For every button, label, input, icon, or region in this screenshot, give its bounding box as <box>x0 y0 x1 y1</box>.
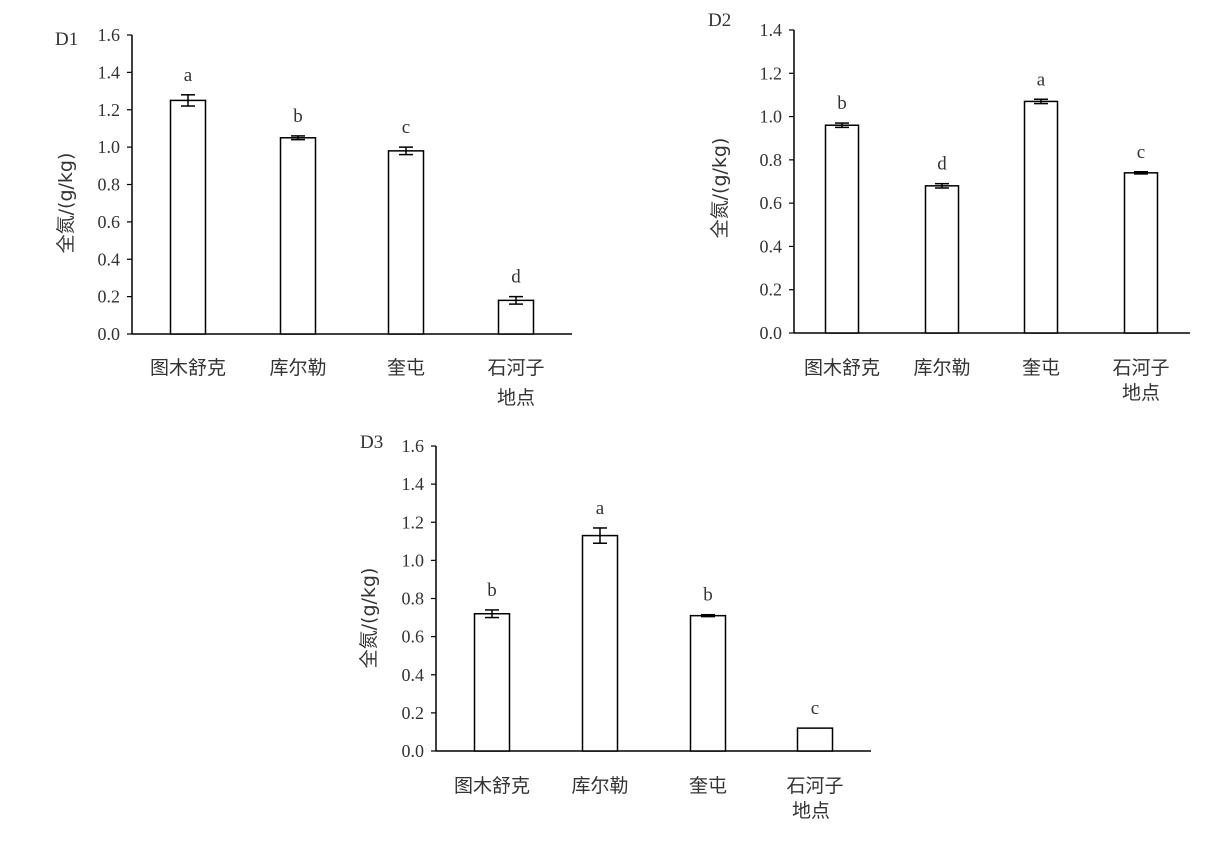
y-tick-label: 0.8 <box>760 150 783 170</box>
x-axis-label: 地点 <box>1122 382 1160 404</box>
y-tick-label: 0.6 <box>760 193 783 213</box>
x-tick-label: 库尔勒 <box>913 357 970 379</box>
plot-area: 0.0 0.2 0.4 0.6 0.8 1.0 1.2 1.4 b 图木舒克 d 库尔勒 a 奎屯 c 石河子 <box>760 20 1190 379</box>
y-tick-label: 0.0 <box>760 323 783 343</box>
y-tick-label: 1.0 <box>760 107 783 127</box>
y-tick-label: 0.2 <box>98 287 121 307</box>
bar <box>924 185 960 334</box>
x-tick-label: 图木舒克 <box>150 357 226 379</box>
bar <box>169 99 207 335</box>
bar <box>387 150 425 335</box>
bar <box>1023 100 1059 334</box>
y-tick-label: 0.0 <box>98 324 121 344</box>
significance-label: d <box>937 154 947 175</box>
bar <box>473 613 511 752</box>
y-tick-label: 0.2 <box>402 703 425 723</box>
significance-label: b <box>487 580 497 601</box>
y-tick-label: 1.2 <box>760 63 783 83</box>
y-axis-label: 全氮/(g/kg) <box>55 153 77 254</box>
significance-label: b <box>293 106 303 127</box>
significance-label: c <box>1137 142 1145 163</box>
x-tick-label: 石河子 <box>1112 357 1169 379</box>
y-tick-label: 1.0 <box>402 550 425 570</box>
bar <box>497 299 535 335</box>
x-axis-label: 地点 <box>497 387 535 409</box>
panel-d3: D3 全氮/(g/kg) 地点 0.0 0.2 0.4 0.6 0.8 1.0 1.2 1.4… <box>358 432 871 822</box>
significance-label: a <box>1037 69 1046 90</box>
x-tick-label: 图木舒克 <box>804 357 880 379</box>
panel-label: D3 <box>360 432 383 453</box>
x-tick-label: 奎屯 <box>689 775 727 797</box>
y-tick-label: 1.4 <box>402 474 425 494</box>
x-tick-label: 图木舒克 <box>454 775 530 797</box>
bar <box>796 727 834 752</box>
significance-label: a <box>596 498 605 519</box>
y-tick-label: 0.0 <box>402 741 425 761</box>
x-axis-label: 地点 <box>792 800 830 822</box>
x-tick-label: 石河子 <box>786 775 843 797</box>
y-tick-label: 0.8 <box>402 589 425 609</box>
panel-d2: D2 全氮/(g/kg) 地点 0.0 0.2 0.4 0.6 0.8 1.0 1.2 1.4… <box>708 10 1190 404</box>
panel-d1: D1 全氮/(g/kg) 地点 0.0 0.2 0.4 0.6 0.8 1.0 1.2 1.4… <box>55 25 572 409</box>
bar <box>581 534 619 752</box>
y-tick-label: 0.6 <box>402 627 425 647</box>
significance-label: c <box>402 117 410 138</box>
y-tick-label: 1.4 <box>98 62 121 82</box>
plot-area: 0.0 0.2 0.4 0.6 0.8 1.0 1.2 1.4 1.6 a 图木舒克 b 库尔勒 c 奎屯 d… <box>98 25 572 379</box>
y-tick-label: 0.4 <box>98 249 121 269</box>
significance-label: a <box>184 65 193 86</box>
bar <box>824 124 860 334</box>
y-tick-label: 0.4 <box>760 236 783 256</box>
y-tick-label: 0.6 <box>98 212 121 232</box>
significance-label: c <box>811 698 819 719</box>
significance-label: d <box>511 267 521 288</box>
y-axis-label: 全氮/(g/kg) <box>709 138 731 239</box>
plot-area: 0.0 0.2 0.4 0.6 0.8 1.0 1.2 1.4 1.6 b 图木舒克 a 库尔勒 b 奎屯 c… <box>402 436 871 797</box>
significance-label: b <box>837 93 847 114</box>
x-tick-label: 奎屯 <box>387 357 425 379</box>
y-tick-label: 1.2 <box>98 100 121 120</box>
x-tick-label: 奎屯 <box>1022 357 1060 379</box>
y-tick-label: 1.6 <box>402 436 425 456</box>
x-tick-label: 库尔勒 <box>269 357 326 379</box>
y-tick-label: 1.4 <box>760 20 783 40</box>
y-tick-label: 0.2 <box>760 280 783 300</box>
y-tick-label: 1.0 <box>98 137 121 157</box>
y-tick-label: 0.8 <box>98 175 121 195</box>
y-tick-label: 0.4 <box>402 665 425 685</box>
y-tick-label: 1.6 <box>98 25 121 45</box>
bar <box>1123 172 1159 334</box>
panel-label: D1 <box>55 29 78 50</box>
bar <box>689 614 727 752</box>
y-axis-label: 全氮/(g/kg) <box>358 568 380 669</box>
x-tick-label: 库尔勒 <box>571 775 628 797</box>
x-tick-label: 石河子 <box>487 357 544 379</box>
significance-label: b <box>703 585 713 606</box>
panel-label: D2 <box>708 10 731 31</box>
bar <box>279 137 317 335</box>
y-tick-label: 1.2 <box>402 512 425 532</box>
